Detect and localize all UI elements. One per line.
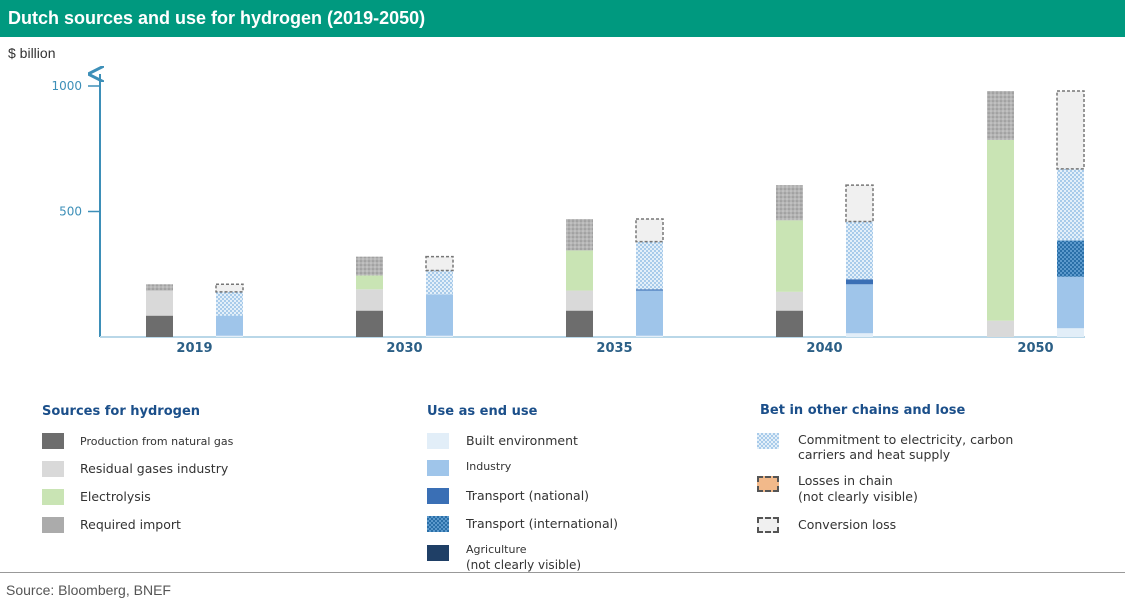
legend-swatch-transport-international	[427, 516, 449, 532]
use-bar-2035-transport-national	[636, 289, 663, 291]
legend-other-title: Bet in other chains and lose	[760, 403, 966, 418]
y-tick-label: 1000	[51, 79, 82, 93]
y-tick-label: 500	[59, 205, 82, 219]
legend-label-transport-international: Transport (international)	[466, 516, 618, 531]
legend-swatch-transport-national	[427, 488, 449, 504]
use-bar-2019-built-environment	[216, 335, 243, 337]
legend-sources-title: Sources for hydrogen	[42, 404, 201, 419]
legend-swatch-commitment	[757, 433, 779, 449]
x-category-label: 2035	[596, 341, 632, 356]
legend-label-agriculture: Agriculture	[466, 543, 527, 556]
source-bar-2019-required-import	[146, 284, 173, 291]
x-category-label: 2050	[1017, 341, 1053, 356]
use-bar-2019-industry	[216, 315, 243, 336]
source-bar-2019-residual-gases-industry	[146, 290, 173, 316]
chart-title: Dutch sources and use for hydrogen (2019…	[8, 8, 426, 28]
legend-swatch-agriculture	[427, 545, 449, 561]
legend-swatch-losses	[757, 476, 779, 492]
use-bar-2040-transport-national	[846, 279, 873, 285]
chart-area: 1000 500 2019 2030 2035 2040 2050	[51, 0, 1085, 356]
use-bar-2050-transport-international	[1057, 240, 1084, 277]
legend-label-losses: Losses in chain	[798, 473, 893, 488]
legend-swatch-electrolysis	[42, 489, 64, 505]
use-bar-2050-built-environment	[1057, 328, 1084, 337]
use-bar-2050-commitment-to-electricity-carbon-carriers-and-heat-supply	[1057, 168, 1084, 241]
legend-swatch-conversion-loss	[757, 517, 779, 533]
legend-label-built-environment: Built environment	[466, 433, 578, 448]
legend-uses-title: Use as end use	[427, 404, 538, 419]
legend-label-losses-note: (not clearly visible)	[798, 489, 918, 504]
legend-swatch-required-import	[42, 517, 64, 533]
use-bar-2030-built-environment	[426, 335, 453, 337]
source-bar-2040-production-from-natural-gas	[776, 310, 803, 337]
source-bar-2040-required-import	[776, 185, 803, 221]
title-bar: Dutch sources and use for hydrogen (2019…	[0, 0, 1125, 37]
source-bar-2040-electrolysis	[776, 220, 803, 292]
legend-swatch-residual-gases	[42, 461, 64, 477]
legend-swatch-built-environment	[427, 433, 449, 449]
use-bar-2030-conversion-loss	[425, 255, 454, 272]
bottom-rule	[0, 572, 1125, 573]
use-bar-2050-conversion-loss	[1056, 90, 1085, 170]
source-bar-2035-residual-gases-industry	[566, 290, 593, 311]
use-bar-2035-commitment-to-electricity-carbon-carriers-and-heat-supply	[636, 241, 663, 290]
use-bar-2035-industry	[636, 290, 663, 336]
use-bar-2030-industry	[426, 294, 453, 336]
source-bar-2040-residual-gases-industry	[776, 291, 803, 311]
use-bar-2019-conversion-loss	[215, 283, 244, 293]
use-bar-2040-conversion-loss	[845, 184, 874, 223]
source-bar-2035-electrolysis	[566, 250, 593, 291]
legend-swatch-industry	[427, 460, 449, 476]
use-bar-2040-built-environment	[846, 333, 873, 337]
x-category-label: 2019	[176, 341, 212, 356]
legend-label-industry: Industry	[466, 460, 512, 473]
use-bar-2019-commitment-to-electricity-carbon-carriers-and-heat-supply	[216, 291, 243, 316]
unit-label: $ billion	[8, 45, 56, 61]
use-bar-2050-industry	[1057, 276, 1084, 329]
use-bar-2035-conversion-loss	[635, 218, 664, 243]
source-bar-2030-required-import	[356, 256, 383, 276]
legend-label-residual-gases: Residual gases industry	[80, 461, 229, 476]
legend-label-natural-gas: Production from natural gas	[80, 435, 234, 448]
legend-label-required-import: Required import	[80, 517, 181, 532]
use-bar-2040-commitment-to-electricity-carbon-carriers-and-heat-supply	[846, 221, 873, 280]
source-bar-2035-required-import	[566, 219, 593, 251]
legend-label-commitment-line2: carriers and heat supply	[798, 447, 951, 462]
use-bar-2030-commitment-to-electricity-carbon-carriers-and-heat-supply	[426, 270, 453, 295]
source-bar-2030-residual-gases-industry	[356, 289, 383, 311]
legend-swatch-natural-gas	[42, 433, 64, 449]
source-bar-2050-required-import	[987, 91, 1014, 140]
use-bar-2035-built-environment	[636, 335, 663, 337]
legend-label-commitment: Commitment to electricity, carbon	[798, 432, 1014, 447]
source-bar-2030-production-from-natural-gas	[356, 310, 383, 337]
legend-label-electrolysis: Electrolysis	[80, 489, 151, 504]
source-bar-2030-electrolysis	[356, 275, 383, 290]
source-bar-2035-production-from-natural-gas	[566, 310, 593, 337]
source-bar-2019-production-from-natural-gas	[146, 315, 173, 337]
source-bar-2050-residual-gases-industry	[987, 320, 1014, 337]
use-bar-2040-industry	[846, 284, 873, 334]
x-category-label: 2030	[386, 341, 422, 356]
legend-label-agriculture-note: (not clearly visible)	[466, 558, 582, 572]
x-category-label: 2040	[806, 341, 842, 356]
source-bar-2050-electrolysis	[987, 139, 1014, 321]
legend-label-transport-national: Transport (national)	[466, 488, 590, 503]
legend-label-conversion-loss: Conversion loss	[798, 517, 897, 532]
source-note: Source: Bloomberg, BNEF	[6, 582, 171, 598]
